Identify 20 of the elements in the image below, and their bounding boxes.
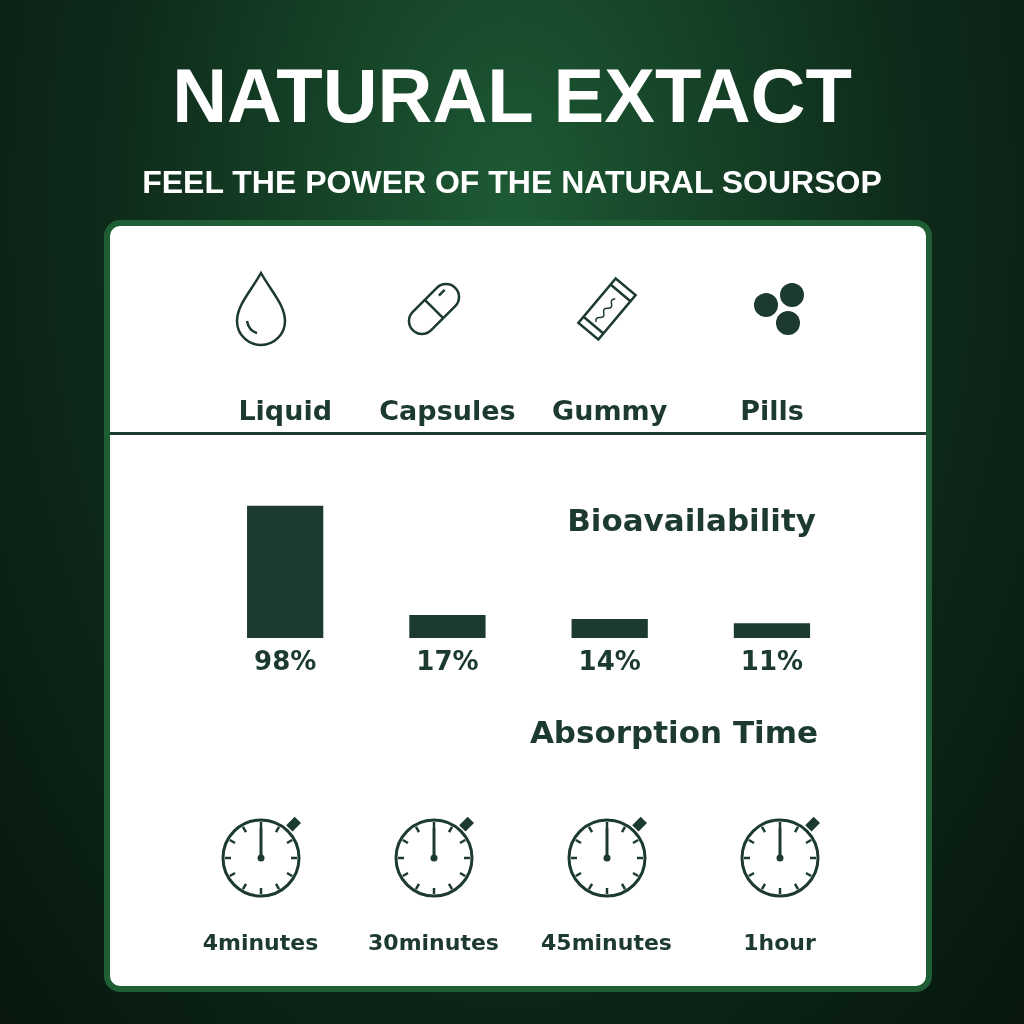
chart-title: NATURAL EXTACT: [171, 52, 853, 139]
chart-subtitle: FEEL THE POWER OF THE NATURAL SOURSOP: [141, 164, 883, 201]
annotation: Bioavailability: [567, 502, 816, 538]
data-label: 98%: [254, 645, 317, 676]
category-label: 30minutes: [367, 930, 500, 955]
data-label: 17%: [416, 645, 479, 676]
bar: [247, 505, 324, 638]
text: Absorption Time: [529, 714, 818, 750]
category-label: 4minutes: [201, 930, 320, 955]
bar: [571, 619, 648, 638]
data-label: 14%: [578, 645, 641, 676]
category-label: 1hour: [742, 930, 817, 955]
bar: [409, 615, 486, 638]
x-tick-label: Capsules: [379, 394, 516, 426]
x-tick-label: Liquid: [238, 394, 332, 426]
x-tick-label: Pills: [740, 394, 804, 426]
x-tick-label: Gummy: [552, 394, 668, 426]
category-label: 45minutes: [540, 930, 673, 955]
bar: [733, 623, 811, 638]
data-label: 11%: [740, 645, 804, 676]
